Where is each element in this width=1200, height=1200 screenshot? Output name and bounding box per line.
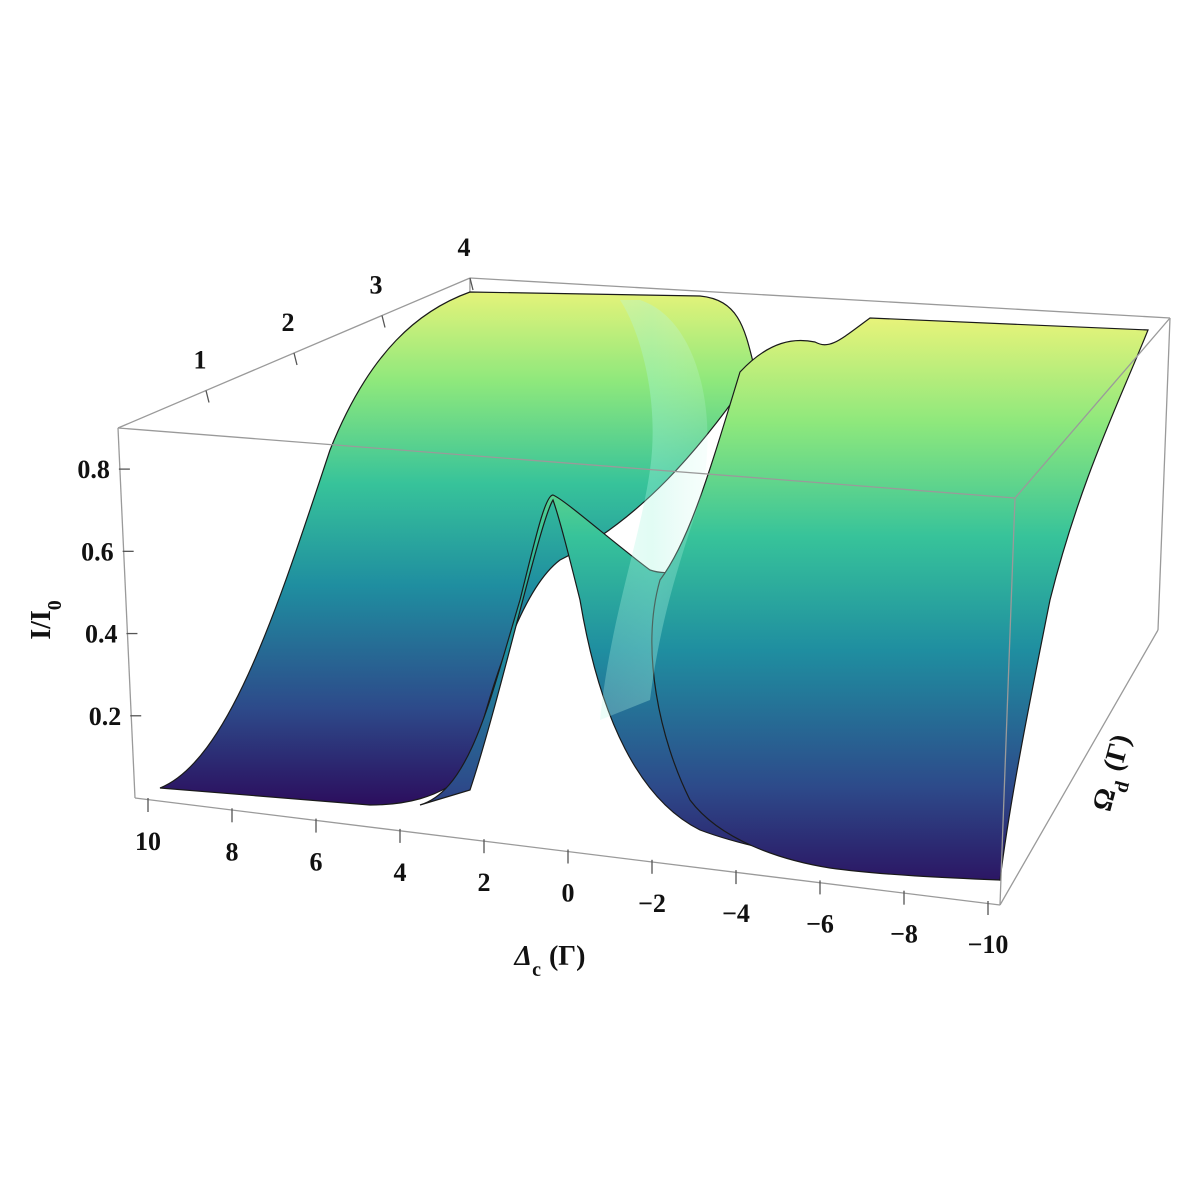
y-tick-mark <box>205 390 210 403</box>
y-tick-mark <box>293 352 298 366</box>
y-tick-mark <box>469 277 474 291</box>
z-tick-label: 0.4 <box>85 620 118 649</box>
y-tick-mark <box>381 315 386 328</box>
x-tick-label: 10 <box>135 827 161 856</box>
x-tick-label: 6 <box>310 848 323 877</box>
x-tick-label: −2 <box>638 889 666 918</box>
y-tick-label: 2 <box>282 308 295 337</box>
x-tick-label: −10 <box>968 930 1009 959</box>
z-tick-label: 0.8 <box>77 455 110 484</box>
x-tick-label: −4 <box>722 899 750 928</box>
y-axis: 1 2 3 4 <box>194 233 474 403</box>
y-tick-label: 3 <box>370 271 383 300</box>
x-tick-label: 4 <box>394 858 407 887</box>
surface <box>159 291 1149 881</box>
y-axis-title: Ωd(Γ) <box>1087 731 1146 817</box>
surface-valley-highlight <box>600 300 708 720</box>
y-tick-label: 4 <box>458 233 471 262</box>
x-tick-label: 0 <box>562 879 575 908</box>
y-tick-label: 1 <box>194 346 207 375</box>
x-tick-label: 8 <box>226 837 239 866</box>
x-axis: 10 8 6 4 2 0 −2 −4 −6 −8 −10 <box>135 798 1008 959</box>
x-tick-label: 2 <box>478 868 491 897</box>
z-axis: 0.2 0.4 0.6 0.8 <box>77 455 142 731</box>
x-tick-label: −6 <box>806 909 834 938</box>
z-tick-label: 0.2 <box>89 702 122 731</box>
z-axis-title: I/I0 <box>26 600 66 640</box>
z-tick-label: 0.6 <box>81 537 114 566</box>
x-tick-label: −8 <box>890 920 918 949</box>
x-axis-title: Δc (Γ) <box>514 941 586 981</box>
